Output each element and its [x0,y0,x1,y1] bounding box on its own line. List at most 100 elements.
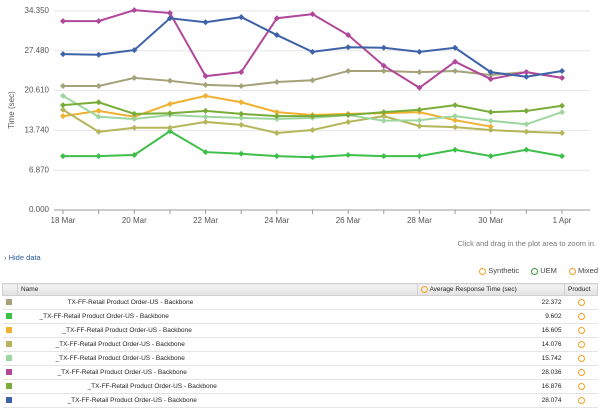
swatch-cell [2,351,18,366]
icon [421,285,428,293]
point-marker [273,78,280,85]
point-marker [416,84,423,91]
product-cell [564,309,598,324]
point-marker [452,44,459,51]
swatch [5,396,12,403]
swatch-cell [2,323,18,338]
legend-icon [479,267,487,275]
point-marker [487,69,494,76]
x-tick-label: 24 Mar [264,216,289,225]
header-value[interactable]: Average Response Time (sec) [417,283,565,296]
point-marker [559,102,565,109]
name-cell: _TX-FF-Retail Product Order-US - Backbon… [17,323,418,338]
swatch-cell [2,365,18,380]
header-product[interactable]: Product [564,283,598,296]
point-marker [202,107,209,114]
table-row[interactable]: _TX-FF-Retail Product Order-US - Backbon… [2,309,598,324]
point-marker [95,153,102,160]
point-marker [487,123,494,130]
point-marker [238,114,245,121]
table-row[interactable]: _TX-FF-Retail Product Order-US - Backbon… [2,393,598,408]
legend-icon [568,267,576,275]
point-marker [309,113,316,120]
point-marker [345,44,352,51]
legend-label: Mixed [577,266,598,275]
product-cell [564,365,598,380]
point-marker [95,128,102,135]
x-tick-label: 26 Mar [336,216,361,225]
x-tick-label: 1 Apr [553,216,572,225]
y-tick-label: 0.000 [29,205,50,214]
point-marker [523,69,530,76]
header-value-text: Average Response Time (sec) [429,286,517,294]
point-marker [202,81,209,88]
point-marker [60,102,66,109]
table-row[interactable]: _TX-FF-Retail Product Order-US - Backbon… [2,379,598,394]
point-marker [559,129,565,136]
point-marker [95,113,102,120]
point-marker [95,99,102,106]
point-marker [487,117,494,124]
value-cell: 28.036 [417,365,565,380]
legend-item: UEM [531,266,557,275]
product-icon [577,396,585,404]
point-marker [452,67,459,74]
point-marker [345,151,352,158]
point-marker [380,67,387,74]
point-marker [309,11,316,18]
product-cell [564,393,598,408]
point-marker [380,44,387,51]
point-marker [238,99,245,106]
table-row[interactable]: _TX-FF-Retail Product Order-US - Backbon… [2,323,598,338]
chart[interactable]: Time (sec) 0.000 6.870 13.740 20.610 27.480 3… [0,0,600,232]
hide-data-text[interactable]: Hide data [8,253,41,262]
series-line [63,130,563,159]
table-row[interactable]: _TX-FF-Retail Product Order-US - Backbon… [2,365,598,380]
hide-data-link[interactable]: › Hide data [4,253,41,262]
swatch-cell [2,295,18,310]
point-marker [238,69,245,76]
point-marker [166,110,173,117]
table-row[interactable]: _TX-FF-Retail Product Order-US - Backbon… [2,351,598,366]
point-marker [380,113,387,120]
swatch [5,340,12,347]
point-marker [60,92,66,99]
point-marker [345,118,352,125]
table-row[interactable]: _TX-FF-Retail Product Order-US - Backbon… [2,337,598,352]
point-marker [238,150,245,157]
point-marker [273,153,280,160]
point-marker [60,153,66,160]
name-cell: _TX-FF-Retail Product Order-US - Backbon… [17,337,418,352]
point-marker [202,113,209,120]
product-icon [577,298,585,306]
series-line [62,16,563,78]
y-tick-label: 13.740 [25,126,50,135]
point-marker [309,154,316,161]
point-marker [131,124,138,131]
value-cell: 15.742 [417,351,565,366]
legend-label: UEM [540,266,557,275]
table-row[interactable]: TX-FF-Retail Product Order-US - Backbone… [2,295,598,310]
point-marker [416,122,423,129]
swatch [5,368,12,375]
point-marker [559,153,565,160]
y-axis-label: Time (sec) [7,91,16,129]
point-marker [238,14,245,21]
point-marker [452,58,459,65]
legend-label: Synthetic [488,266,520,275]
name-cell: _TX-FF-Retail Product Order-US - Backbon… [17,393,418,408]
point-marker [60,51,66,58]
point-marker [559,74,565,81]
point-marker [60,18,66,25]
zoom-hint: Click and drag in the plot area to zoom … [457,239,596,248]
product-icon [577,340,585,348]
point-marker [238,110,245,117]
header-name[interactable]: Name [17,283,418,296]
header-cell [2,283,18,296]
product-cell [564,295,598,310]
swatch [5,298,12,305]
swatch [5,312,12,319]
name-cell: _TX-FF-Retail Product Order-US - Backbon… [17,365,418,380]
point-marker [238,121,245,128]
